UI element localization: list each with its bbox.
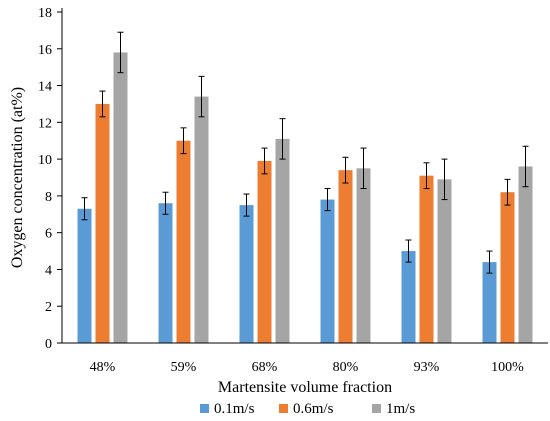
bar [356, 168, 371, 343]
bar [158, 203, 173, 343]
bar [500, 192, 515, 343]
bar [275, 138, 290, 343]
bar [419, 175, 434, 343]
bar [320, 199, 335, 343]
legend-swatch [279, 404, 288, 413]
bar [482, 262, 497, 343]
x-tick-label: 100% [491, 360, 524, 375]
x-tick-label: 80% [333, 360, 359, 375]
y-tick-label: 16 [38, 43, 52, 58]
x-tick-label: 93% [414, 360, 440, 375]
y-tick-label: 12 [38, 116, 52, 131]
legend-label: 0.1m/s [214, 401, 255, 417]
y-tick-label: 4 [45, 263, 52, 278]
bar [95, 103, 110, 343]
bar [239, 205, 254, 343]
bar [257, 160, 272, 343]
y-tick-label: 10 [38, 153, 52, 168]
bar [77, 208, 92, 343]
bar [113, 52, 128, 343]
bar [437, 179, 452, 343]
error-bars-group [81, 31, 529, 274]
bar [176, 140, 191, 343]
y-tick-label: 2 [45, 300, 52, 315]
y-tick-label: 14 [38, 80, 52, 95]
y-axis-ticks: 0 2 4 6 8 10 12 14 16 18 [38, 6, 62, 352]
bar [518, 166, 533, 343]
legend-swatch [200, 404, 209, 413]
y-axis-title: Oxygen concentration (at%) [9, 87, 26, 268]
x-tick-label: 48% [90, 360, 116, 375]
y-tick-label: 6 [45, 227, 52, 242]
legend-label: 0.6m/s [293, 401, 334, 417]
legend-label: 1m/s [386, 401, 415, 417]
x-tick-label: 59% [171, 360, 197, 375]
x-axis-ticks: 48% 59% 68% 80% 93% 100% [90, 360, 525, 375]
y-tick-label: 18 [38, 6, 52, 21]
bars-group [77, 52, 533, 343]
y-tick-label: 0 [45, 337, 52, 352]
bar [194, 96, 209, 343]
legend-swatch [372, 404, 381, 413]
x-tick-label: 68% [252, 360, 278, 375]
bar [401, 251, 416, 343]
legend: 0.1m/s 0.6m/s 1m/s [200, 401, 415, 417]
bar [338, 170, 353, 343]
y-tick-label: 8 [45, 190, 52, 205]
x-axis-title: Martensite volume fraction [218, 379, 392, 396]
